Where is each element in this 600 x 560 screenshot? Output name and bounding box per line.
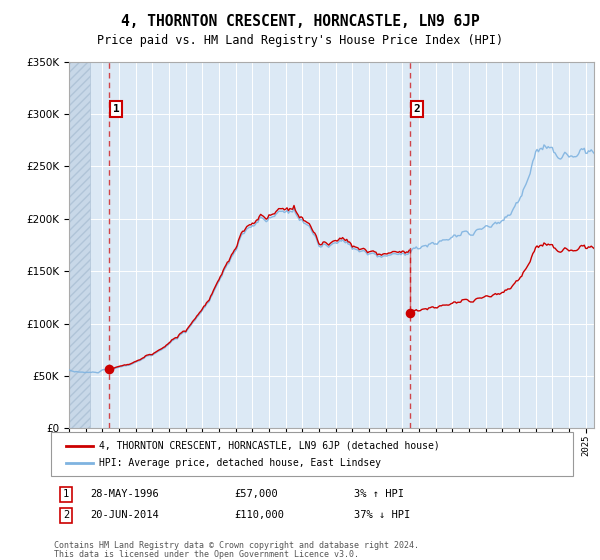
Text: £110,000: £110,000 xyxy=(234,510,284,520)
Text: HPI: Average price, detached house, East Lindsey: HPI: Average price, detached house, East… xyxy=(99,458,381,468)
Text: Price paid vs. HM Land Registry's House Price Index (HPI): Price paid vs. HM Land Registry's House … xyxy=(97,34,503,46)
Text: 1: 1 xyxy=(63,489,69,500)
Text: 2: 2 xyxy=(63,510,69,520)
Bar xyxy=(69,62,90,428)
Text: 4, THORNTON CRESCENT, HORNCASTLE, LN9 6JP: 4, THORNTON CRESCENT, HORNCASTLE, LN9 6J… xyxy=(121,14,479,29)
Text: 20-JUN-2014: 20-JUN-2014 xyxy=(90,510,159,520)
Text: 28-MAY-1996: 28-MAY-1996 xyxy=(90,489,159,500)
Text: 1: 1 xyxy=(113,104,119,114)
Text: £57,000: £57,000 xyxy=(234,489,278,500)
Point xyxy=(405,309,415,318)
Text: 37% ↓ HPI: 37% ↓ HPI xyxy=(354,510,410,520)
Text: This data is licensed under the Open Government Licence v3.0.: This data is licensed under the Open Gov… xyxy=(54,550,359,559)
Text: 2: 2 xyxy=(413,104,420,114)
Text: Contains HM Land Registry data © Crown copyright and database right 2024.: Contains HM Land Registry data © Crown c… xyxy=(54,541,419,550)
Text: 4, THORNTON CRESCENT, HORNCASTLE, LN9 6JP (detached house): 4, THORNTON CRESCENT, HORNCASTLE, LN9 6J… xyxy=(99,441,440,451)
Text: 3% ↑ HPI: 3% ↑ HPI xyxy=(354,489,404,500)
Point xyxy=(104,364,114,373)
